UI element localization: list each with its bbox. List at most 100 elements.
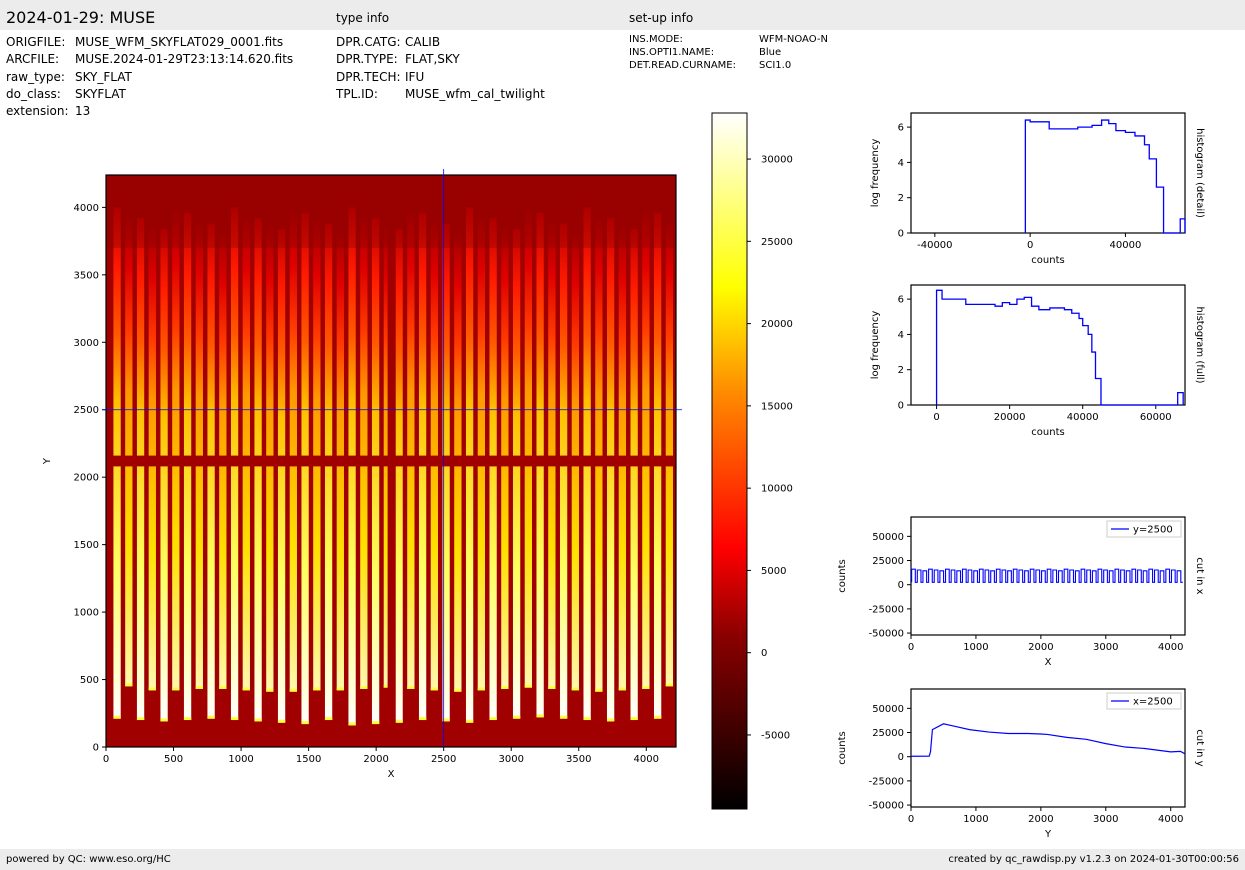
image-y-label: Y [42,457,53,465]
image-slice-edge [418,717,427,721]
image-slice-edge [524,684,533,688]
histogram-detail-y-tick-label: 2 [898,193,904,204]
colorbar-tick-label: 25000 [761,237,793,248]
image-content [106,175,676,747]
histogram-full-line [935,289,1184,406]
dpr-catg-value: CALIB [405,35,441,49]
image-x-tick-label: 1500 [296,754,321,765]
cut-x-x-tick-label: 0 [908,642,914,653]
cut-x-x-label: X [1045,657,1052,668]
cut-y-x-tick-label: 0 [908,814,914,825]
image-slice [606,218,615,722]
histogram-detail-side-label: histogram (detail) [1194,128,1205,218]
histogram-full-y-label: log frequency [870,311,881,380]
histogram-full-side-label: histogram (full) [1194,306,1205,383]
cut-y-y-tick-label: -25000 [869,776,904,787]
arcfile-key: ARCFILE: [6,52,60,66]
origfile-key: ORIGFILE: [6,35,66,49]
cut-x-y-tick-label: 50000 [872,532,904,543]
image-slice-edge [313,687,321,691]
image-slice-edge [407,685,415,689]
image-slice-edge [606,718,615,722]
image-y-tick-label: 3000 [74,338,99,349]
image-slice-edge [489,717,497,721]
image-slice-edge [172,687,180,691]
image-slice [125,212,133,687]
colorbar-tick-label: 0 [761,648,767,659]
image-slice [595,212,603,692]
image-slice-edge [125,683,133,687]
image-slice-edge [618,687,627,691]
colorbar-tick-label: -5000 [761,730,790,741]
det-read-curname-value: SCI1.0 [759,60,792,71]
image-slice-edge [477,687,486,691]
image-slice-edge [630,717,638,721]
histogram-detail-x-label: counts [1031,255,1064,266]
cut-x-x-tick-label: 1000 [963,642,988,653]
cut-y-y-tick-label: 0 [898,752,904,763]
image-slice [277,228,286,723]
colorbar-tick-label: 30000 [761,155,793,166]
image-slice [559,223,568,719]
image-slice [324,223,333,721]
cut-y-x-tick-label: 4000 [1158,814,1183,825]
image-y-tick-label: 3500 [74,270,99,281]
cut-y-x-tick-label: 2000 [1028,814,1053,825]
image-slice-edge [383,684,391,688]
cut-x-frame [910,516,1186,636]
histogram-detail-frame [910,112,1186,234]
histogram-detail-x-tick-label: 0 [1027,240,1033,251]
footer-left: powered by QC: www.eso.org/HC [6,854,171,865]
ins-mode-key: INS.MODE: [629,34,683,45]
image-y-tick-label: 0 [93,743,99,754]
image-slice [395,228,403,723]
image-slice [442,223,450,722]
image-slice-edge [454,688,462,692]
image-slice [195,218,203,689]
image-slice-edge [465,719,474,723]
image-slice [512,228,521,719]
image-slice-edge [207,715,215,719]
ins-opti1-name-key: INS.OPTI1.NAME: [629,47,715,58]
raw-type-key: raw_type: [6,70,65,84]
histogram-full-axes: 0 20000 40000 60000 0 2 4 6 counts log frequency h… [870,284,1205,438]
image-x-tick-label: 3500 [566,754,591,765]
image-slice [548,218,556,689]
image-slice-edge [277,719,286,723]
setup-info-label: set-up info [629,11,694,25]
image-y-tick-label: 1500 [74,540,99,551]
image-slice-edge [324,717,333,721]
histogram-full-x-label: counts [1031,427,1064,438]
cut-y-axes: 0 1000 2000 3000 4000 -50000 -25000 0 25000 50000… [837,688,1205,840]
image-x-label: X [388,769,395,780]
page-title: 2024-01-29: MUSE [6,8,156,27]
colorbar-tick-label: 5000 [761,566,786,577]
histogram-full-frame [910,284,1186,406]
histogram-full-y-tick-label: 6 [898,295,904,306]
image-x-tick-label: 0 [103,754,109,765]
cut-y-frame [910,688,1186,808]
image-x-tick-label: 500 [164,754,183,765]
cut-x-y-tick-label: 0 [898,580,904,591]
cut-y-y-tick-label: 50000 [872,704,904,715]
image-slice-edge [653,715,662,719]
image-slice-edge [289,688,297,692]
cut-y-y-tick-label: 25000 [872,728,904,739]
image-slice-edge [160,718,168,722]
image-slice [160,228,168,722]
cut-y-line [910,723,1186,757]
image-x-tick-label: 2000 [363,754,388,765]
image-slice-edge [642,685,650,689]
origfile-value: MUSE_WFM_SKYFLAT029_0001.fits [75,35,284,49]
image-top-shade [106,175,676,248]
histogram-detail-line [1024,119,1186,234]
image-slice-edge [266,688,274,692]
image-slice-edge [548,685,556,689]
cut-y-legend-box [1106,692,1182,710]
cut-x-axes: 0 1000 2000 3000 4000 -50000 -25000 0 25000 50000… [837,516,1205,668]
dpr-catg-key: DPR.CATG: [336,35,401,49]
extension-key: extension: [6,104,69,118]
image-slice-edge [665,683,674,687]
cut-y-y-tick-label: -50000 [869,801,904,812]
